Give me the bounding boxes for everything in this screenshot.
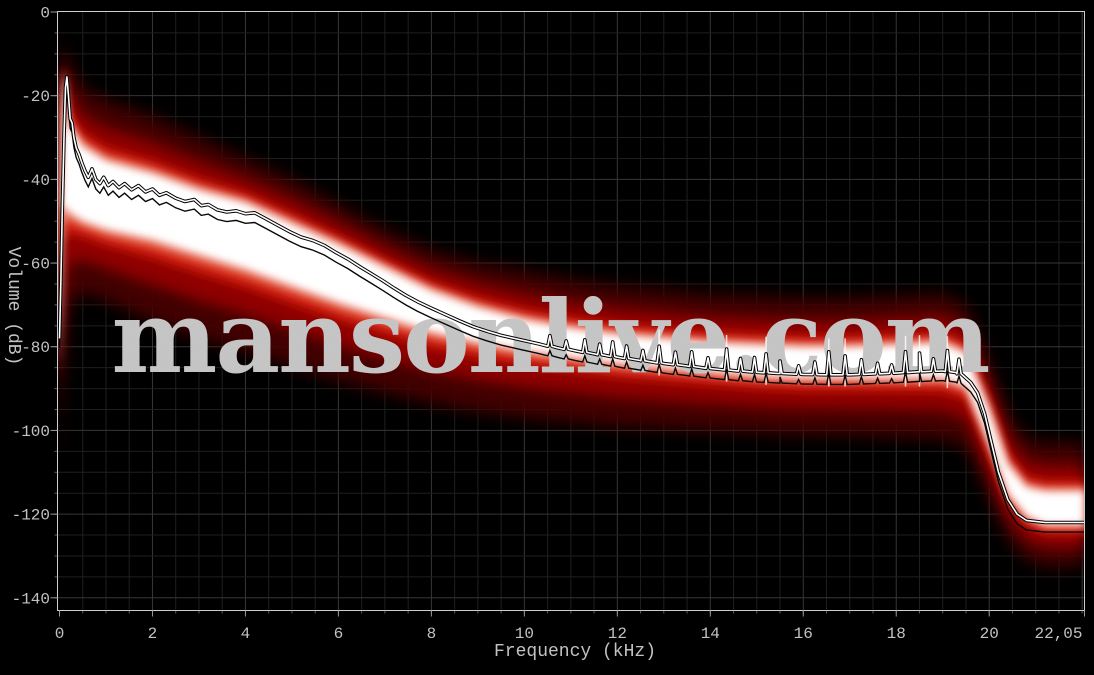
x-tick-label: 18	[887, 625, 906, 643]
y-tick-label: -100	[12, 423, 50, 441]
y-tick-label: -40	[21, 172, 50, 190]
x-tick-label: 20	[980, 625, 999, 643]
y-tick-label: -20	[21, 88, 50, 106]
x-tick-label: 8	[427, 625, 437, 643]
y-tick-label: -80	[21, 339, 50, 357]
x-tick-label: 4	[241, 625, 251, 643]
x-tick-label: 22,05	[1034, 625, 1082, 643]
x-tick-label: 0	[55, 625, 65, 643]
y-axis-title: Volume (dB)	[3, 247, 23, 366]
film-grain-overlay	[57, 11, 1085, 611]
x-axis-title: Frequency (kHz)	[494, 642, 656, 662]
axis-ticks-and-labels: 0 2 4 6 8 10 12 14 16 18 20 22,05 0 -20 -40 -60 -80 -100 -…	[12, 5, 1085, 643]
y-tick-label: -120	[12, 507, 50, 525]
x-tick-label: 12	[608, 625, 627, 643]
x-tick-label: 2	[148, 625, 158, 643]
y-tick-label: -140	[12, 590, 50, 608]
x-tick-label: 16	[794, 625, 813, 643]
x-tick-label: 14	[701, 625, 720, 643]
x-tick-label: 10	[515, 625, 534, 643]
y-tick-label: 0	[40, 5, 50, 23]
y-tick-label: -60	[21, 256, 50, 274]
x-tick-label: 6	[334, 625, 344, 643]
